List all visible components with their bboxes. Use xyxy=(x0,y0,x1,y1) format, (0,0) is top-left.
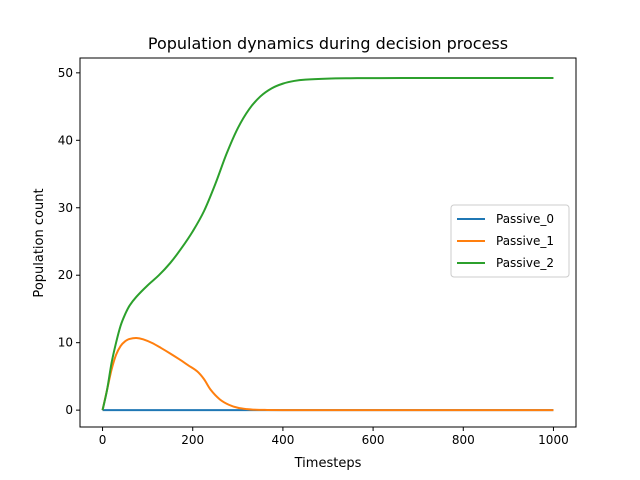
legend-label: Passive_1 xyxy=(496,234,554,248)
legend: Passive_0 Passive_1 Passive_2 xyxy=(450,204,570,278)
plot-frame xyxy=(79,57,577,428)
x-tick-label: 200 xyxy=(181,433,204,447)
y-axis-label: Population count xyxy=(32,188,47,297)
y-tick-label: 40 xyxy=(58,133,73,147)
y-tick-label: 0 xyxy=(65,403,73,417)
chart-title: Population dynamics during decision proc… xyxy=(148,34,508,53)
legend-label: Passive_2 xyxy=(496,256,554,270)
legend-label: Passive_0 xyxy=(496,212,554,226)
series-line-passive-1 xyxy=(101,336,554,412)
x-ticks: 0 200 400 600 800 1000 xyxy=(99,427,569,447)
y-tick-label: 50 xyxy=(58,66,73,80)
legend-box xyxy=(450,204,570,278)
x-tick-label: 800 xyxy=(452,433,475,447)
x-axis-label: Timesteps xyxy=(294,456,362,471)
y-tick-label: 10 xyxy=(58,336,73,350)
series-line-passive-2 xyxy=(101,77,554,411)
x-tick-label: 400 xyxy=(271,433,294,447)
x-tick-label: 0 xyxy=(99,433,107,447)
x-tick-label: 1000 xyxy=(538,433,569,447)
y-tick-label: 30 xyxy=(58,201,73,215)
series-layer xyxy=(101,77,554,412)
y-tick-label: 20 xyxy=(58,268,73,282)
x-tick-label: 600 xyxy=(362,433,385,447)
y-ticks: 0 10 20 30 40 50 xyxy=(58,66,80,417)
